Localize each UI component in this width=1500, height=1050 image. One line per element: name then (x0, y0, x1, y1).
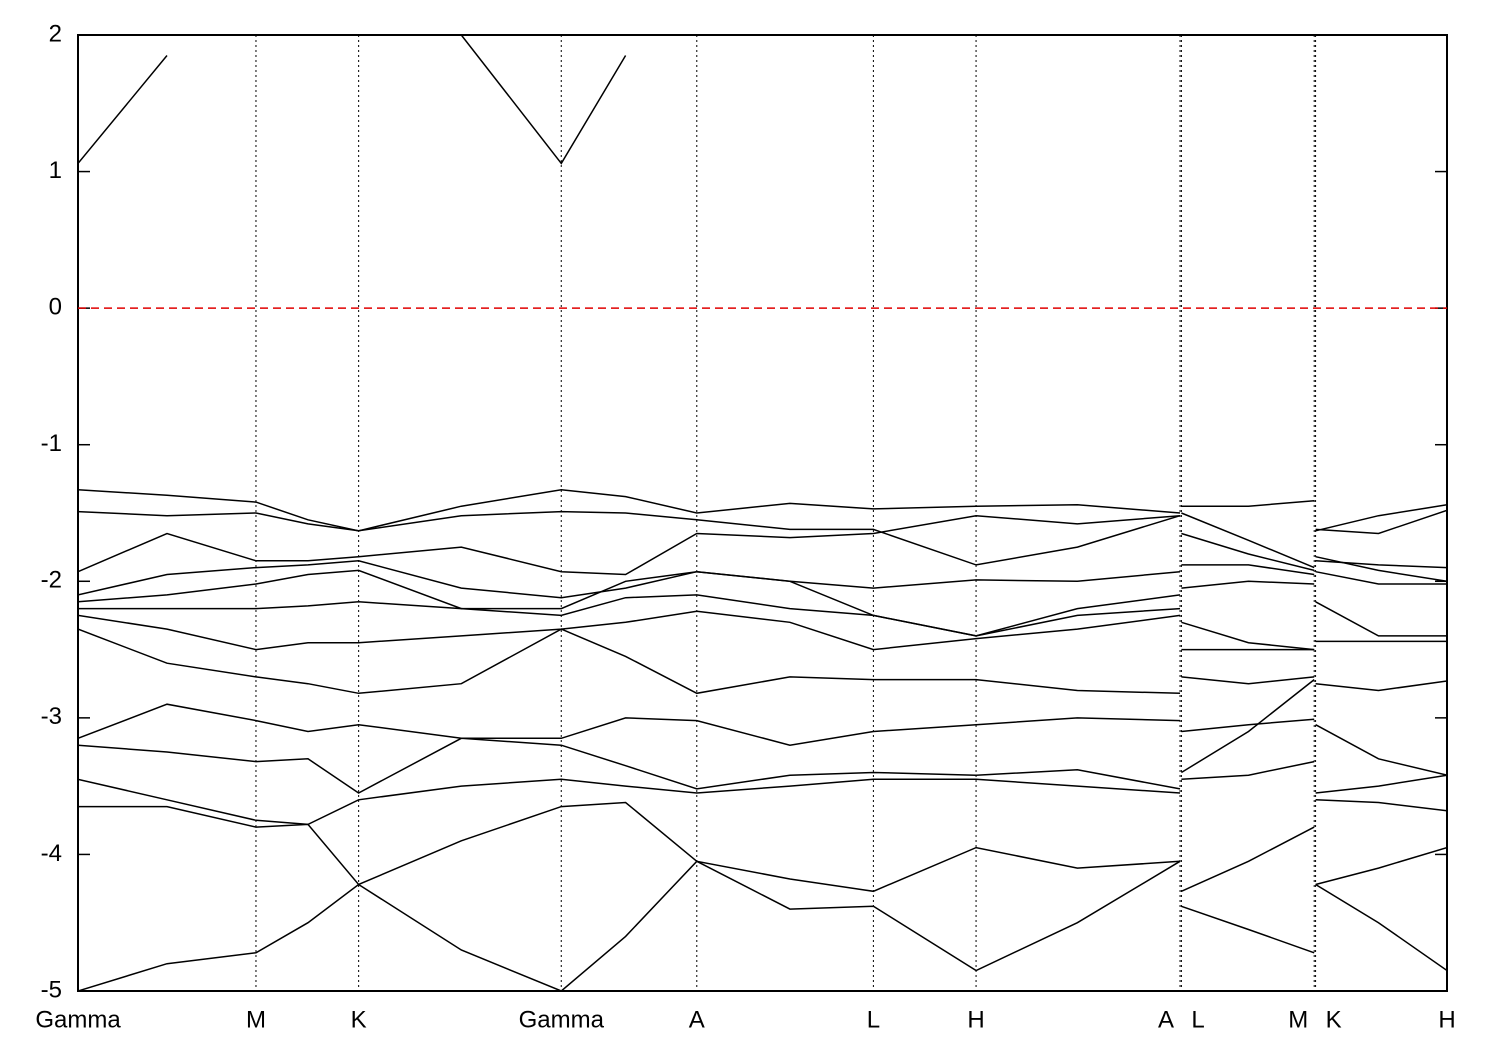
x-tick-label: K (351, 1006, 367, 1033)
band-line (78, 703, 1447, 776)
x-tick-label: L (867, 1006, 880, 1033)
x-tick-label: M (246, 1006, 266, 1033)
y-tick-label: -3 (41, 703, 62, 730)
x-tick-label: A (689, 1006, 705, 1033)
x-tick-label: K (1326, 1006, 1342, 1033)
y-tick-label: -2 (41, 567, 62, 594)
band-line (78, 489, 1447, 532)
x-tick-label: L (1191, 1006, 1204, 1033)
y-tick-label: -5 (41, 976, 62, 1003)
band-line (78, 628, 1447, 695)
band-line (78, 35, 627, 165)
band-line (78, 569, 1447, 637)
x-tick-label: A (1158, 1006, 1174, 1033)
plot-frame (77, 34, 1448, 992)
band-line (78, 679, 1447, 794)
band-line (78, 860, 1447, 991)
band-line (78, 510, 1447, 583)
band-line (78, 610, 1447, 651)
band-line (78, 560, 1447, 599)
plot-area (78, 35, 1447, 991)
band-line (78, 594, 1447, 651)
y-tick-label: -1 (41, 430, 62, 457)
y-tick-label: 2 (49, 20, 62, 47)
x-tick-label: Gamma (35, 1006, 121, 1033)
x-tick-label: H (967, 1006, 984, 1033)
y-tick-label: 1 (49, 157, 62, 184)
x-tick-label: H (1438, 1006, 1455, 1033)
y-tick-label: 0 (49, 293, 62, 320)
band-line (78, 760, 1447, 826)
x-tick-label: M (1288, 1006, 1308, 1033)
x-tick-label: Gamma (519, 1006, 605, 1033)
y-tick-label: -4 (41, 840, 62, 867)
band-line (78, 509, 1447, 576)
band-line (78, 801, 1447, 893)
